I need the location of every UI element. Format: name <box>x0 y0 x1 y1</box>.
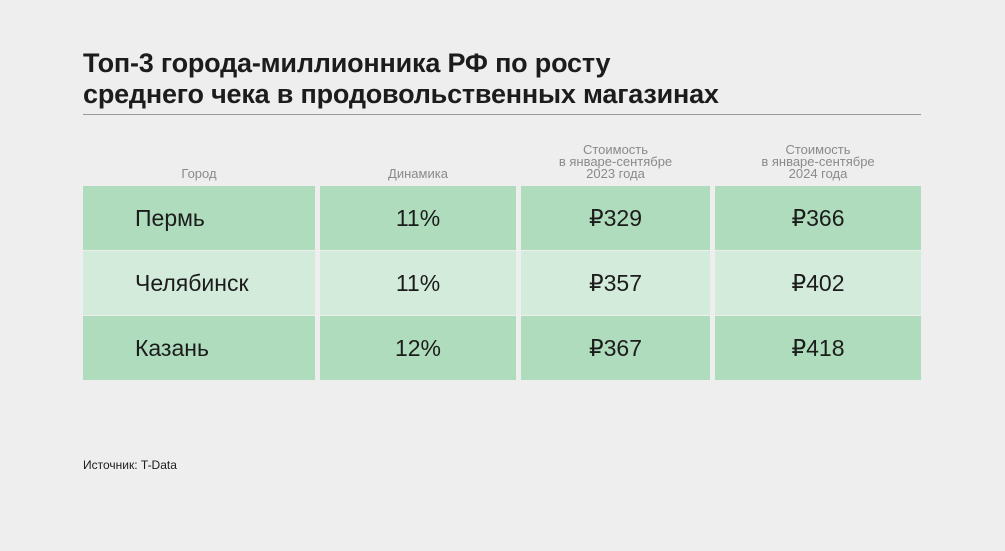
table-row: Челябинск 11% ₽357 ₽402 <box>83 251 921 315</box>
chart-title-line-2: среднего чека в продовольственных магази… <box>83 79 719 109</box>
header-text-line: в январе-сентябре <box>761 154 875 169</box>
header-text-line: Город <box>181 166 217 181</box>
header-text-line: Динамика <box>388 166 448 181</box>
cell-city: Пермь <box>83 186 315 250</box>
cell-dynamics: 11% <box>320 251 516 315</box>
header-text-line: 2023 года <box>586 166 645 181</box>
chart-title: Топ-3 города-миллионника РФ по росту сре… <box>83 48 923 110</box>
cell-cost-2023: ₽357 <box>521 251 710 315</box>
cell-city: Челябинск <box>83 251 315 315</box>
table-row: Пермь 11% ₽329 ₽366 <box>83 186 921 250</box>
cell-dynamics: 11% <box>320 186 516 250</box>
chart-title-line-1: Топ-3 города-миллионника РФ по росту <box>83 48 611 78</box>
header-city: Город <box>83 166 315 181</box>
header-cost-2024: Стоимость в январе-сентябре 2024 года <box>715 142 921 181</box>
title-divider <box>83 114 921 115</box>
header-text-line: в январе-сентябре <box>558 154 673 169</box>
header-cost-2023: Стоимость в январе-сентябре 2023 года <box>521 142 710 181</box>
cell-cost-2023: ₽367 <box>521 316 710 380</box>
source-note: Источник: T-Data <box>83 458 177 472</box>
header-text-line: Стоимость <box>582 142 649 157</box>
cell-city: Казань <box>83 316 315 380</box>
table-header: Город Динамика Стоимость в январе-сентябре 2… <box>83 135 921 186</box>
cell-cost-2024: ₽402 <box>715 251 921 315</box>
header-text-line: Стоимость <box>785 142 851 157</box>
header-dynamics: Динамика <box>320 166 516 181</box>
cell-cost-2024: ₽366 <box>715 186 921 250</box>
header-text-line: 2024 года <box>788 166 848 181</box>
cell-dynamics: 12% <box>320 316 516 380</box>
cell-cost-2023: ₽329 <box>521 186 710 250</box>
data-table: Город Динамика Стоимость в январе-сентябре 2… <box>83 135 921 380</box>
table-row: Казань 12% ₽367 ₽418 <box>83 316 921 380</box>
cell-cost-2024: ₽418 <box>715 316 921 380</box>
